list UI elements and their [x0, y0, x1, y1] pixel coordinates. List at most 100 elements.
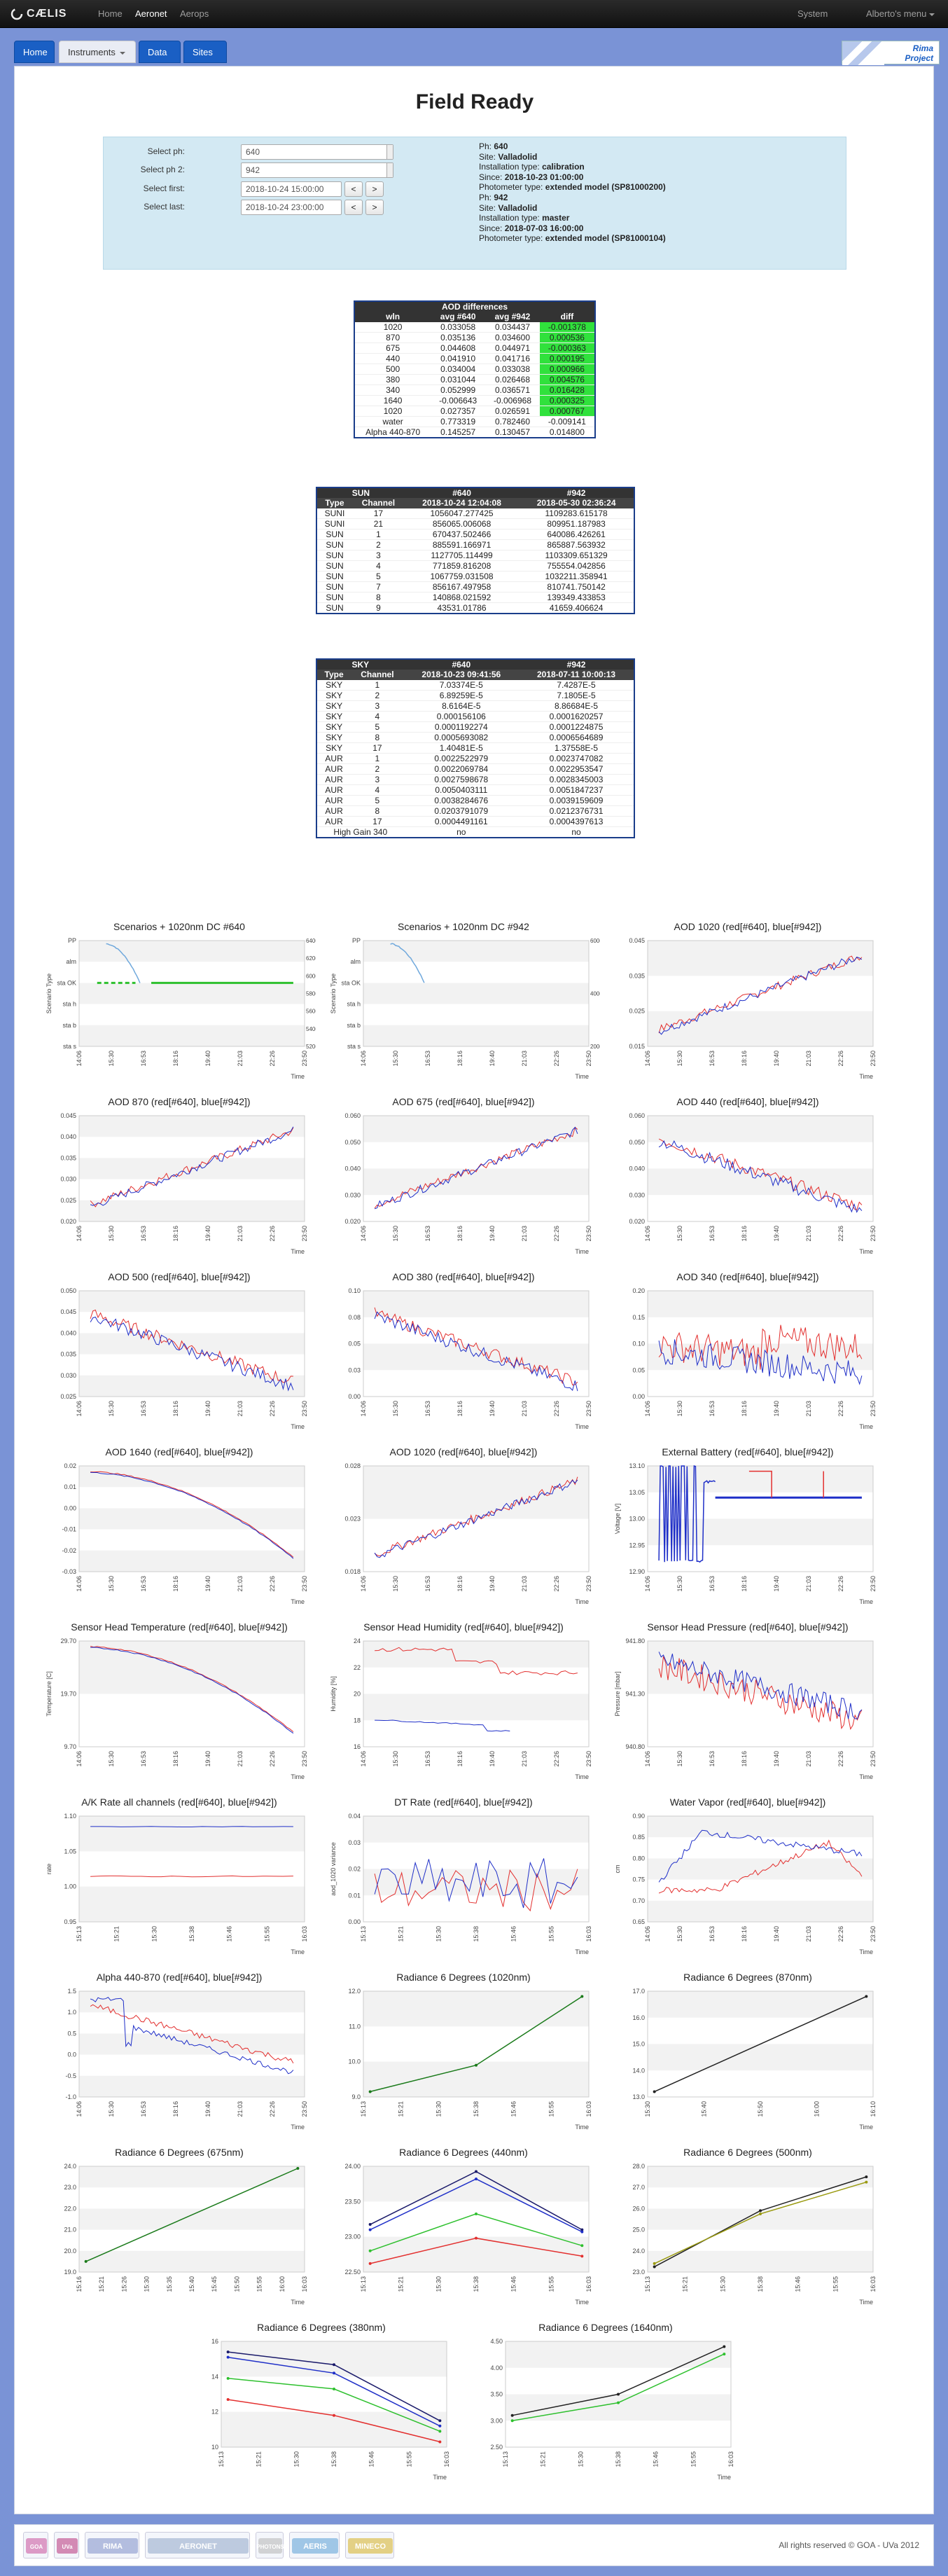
x-tick-label: 15:40: [701, 2101, 708, 2117]
table-cell: SUNI: [316, 508, 352, 519]
last-next-button[interactable]: >: [365, 200, 384, 215]
column-header: wln: [354, 312, 431, 322]
table-row: High Gain 340 no no: [316, 826, 634, 838]
nav-system[interactable]: System: [797, 8, 828, 19]
table-row: SKY 2 6.89259E-5 7.1805E-5: [316, 690, 634, 701]
table-cell: SUNI: [316, 518, 352, 529]
column-header: Channel: [351, 498, 405, 508]
y-tick-label: 0.050: [629, 1139, 645, 1146]
y-axis-label: aod_1020 variance: [330, 1842, 337, 1896]
table-cell: -0.009141: [539, 416, 595, 427]
ph1-label: Select ph:: [147, 146, 185, 156]
tab-sites[interactable]: Sites: [183, 41, 227, 63]
partner-logo[interactable]: RIMA: [85, 2532, 139, 2558]
partner-logo[interactable]: GOA: [23, 2532, 48, 2558]
first-date-input[interactable]: 2018-10-24 15:00:00: [241, 181, 342, 197]
x-tick-label: 18:16: [172, 2101, 179, 2117]
x-tick-label: 16:53: [140, 1401, 147, 1417]
chart-12: Sensor Head Temperature (red[#640], blue…: [43, 1621, 316, 1782]
x-tick-label: 15:30: [644, 2101, 651, 2117]
table-cell: 3: [351, 700, 404, 712]
table-cell: 5: [351, 795, 404, 806]
table-cell: water: [354, 416, 431, 427]
nav-home[interactable]: Home: [98, 8, 123, 19]
x-axis-label: Time: [575, 2124, 589, 2131]
partner-logo[interactable]: MINECO: [345, 2532, 394, 2558]
data-point: [333, 2387, 335, 2390]
y-tick-label: 27.0: [632, 2184, 645, 2191]
chart-14: Sensor Head Pressure (red[#640], blue[#9…: [611, 1621, 884, 1782]
x-tick-label: 16:03: [727, 2451, 734, 2467]
y-tick-label: 24.00: [344, 2163, 361, 2170]
ph2-select[interactable]: 942: [241, 162, 393, 178]
grid-band: [648, 941, 873, 976]
y-tick-label: sta b: [62, 1022, 76, 1029]
series-line: [375, 1719, 510, 1732]
data-point: [438, 2440, 442, 2444]
table-row: SUNI 17 1056047.277425 1109283.615178: [316, 508, 634, 519]
x-tick-label: 14:06: [360, 1051, 367, 1067]
chart-plot: 0.04 0.03 0.02 0.01 0.00 aod_1020 variance 15:…: [330, 1813, 592, 1955]
y-tick-label: 4.50: [490, 2338, 503, 2345]
y-tick-label: 26.0: [632, 2205, 645, 2212]
table-cell: 1.37558E-5: [519, 742, 634, 754]
grid-band: [648, 1900, 873, 1922]
x-tick-label: 16:53: [709, 1926, 716, 1942]
y-tick-label: 24.0: [632, 2248, 645, 2255]
y-tick-label: 0.0: [67, 2051, 76, 2058]
x-tick-label: 15:38: [473, 2276, 480, 2292]
tab-home[interactable]: Home: [14, 41, 55, 63]
info-row: Photometer type: extended model (SP81000…: [479, 182, 666, 193]
tab-data[interactable]: Data: [139, 41, 181, 63]
y-tick-label: 16: [211, 2338, 218, 2345]
table-cell: 865887.563932: [519, 539, 634, 550]
ph2-label: Select ph 2:: [140, 165, 185, 174]
x-tick-label: 14:06: [76, 1051, 83, 1067]
partner-logo[interactable]: AERIS: [289, 2532, 340, 2558]
first-prev-button[interactable]: <: [344, 181, 363, 197]
last-date-input[interactable]: 2018-10-24 23:00:00: [241, 200, 342, 215]
table-row: 675 0.044608 0.044971 -0.000363: [354, 342, 595, 354]
series-line: [658, 1651, 863, 1719]
x-tick-label: 16:00: [279, 2276, 286, 2292]
first-next-button[interactable]: >: [365, 181, 384, 197]
user-menu[interactable]: Alberto's menu: [866, 8, 935, 19]
partner-logo[interactable]: AERONET: [145, 2532, 250, 2558]
partner-logo[interactable]: UVa: [54, 2532, 79, 2558]
tab-instruments[interactable]: Instruments: [59, 41, 136, 63]
table-cell: 0.782460: [485, 416, 540, 427]
ph1-select[interactable]: 640: [241, 144, 393, 160]
y-tick-label: 4.00: [490, 2364, 503, 2371]
x-tick-label: 16:53: [709, 1051, 716, 1067]
rima-project-logo[interactable]: Rima Project: [842, 41, 940, 65]
logo-text: AERIS: [303, 2542, 327, 2551]
table-cell: 1.40481E-5: [403, 742, 520, 754]
grid-band: [221, 2341, 447, 2377]
x-tick-label: 19:40: [489, 1226, 496, 1242]
series-line: [90, 1647, 294, 1734]
y-tick-label: 0.85: [632, 1834, 645, 1841]
last-prev-button[interactable]: <: [344, 200, 363, 215]
x-tick-label: 18:16: [456, 1576, 463, 1592]
table-cell: 2: [351, 763, 404, 775]
caelis-logo[interactable]: CÆLIS: [10, 6, 67, 22]
nav-aerops[interactable]: Aerops: [180, 8, 209, 19]
x-axis-label: Time: [291, 1423, 305, 1430]
table-cell: 0.044971: [485, 342, 540, 354]
table-cell: SKY: [316, 711, 351, 722]
data-point: [617, 2393, 620, 2396]
data-point: [510, 2419, 514, 2423]
nav-aeronet[interactable]: Aeronet: [135, 8, 167, 19]
series-line: [90, 1127, 294, 1207]
y-tick-label: 0.01: [348, 1892, 361, 1899]
chevron-down-icon: [119, 51, 125, 55]
x-tick-label: 19:40: [204, 1051, 211, 1067]
y-tick-label: 0.028: [344, 1462, 361, 1469]
partner-logo[interactable]: PHOTONS: [256, 2532, 284, 2558]
y-tick-label: 19.70: [60, 1691, 76, 1698]
x-tick-label: 18:16: [456, 1226, 463, 1242]
x-tick-label: 18:16: [741, 1226, 748, 1242]
column-header: 2018-07-11 10:00:13: [519, 670, 634, 680]
chart-title: AOD 1640 (red[#640], blue[#942]): [105, 1446, 253, 1457]
x-tick-label: 19:40: [489, 1576, 496, 1592]
